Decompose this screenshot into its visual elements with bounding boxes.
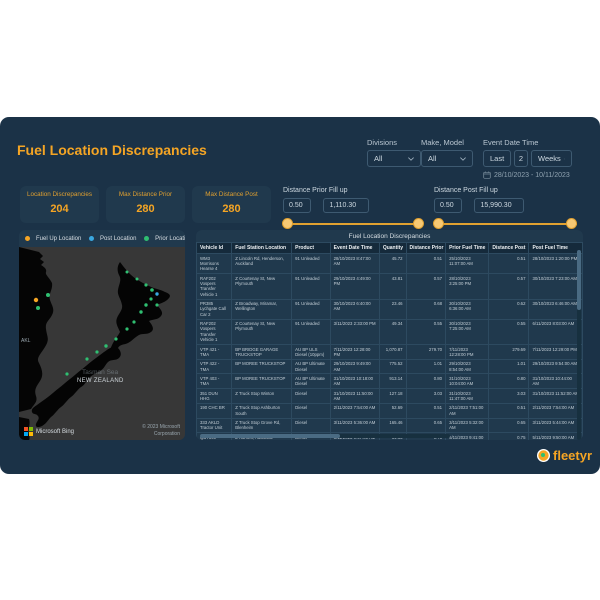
svg-text:AKL: AKL xyxy=(21,338,31,344)
svg-text:Tasman Sea: Tasman Sea xyxy=(82,369,119,376)
svg-text:NEW ZEALAND: NEW ZEALAND xyxy=(77,378,124,384)
